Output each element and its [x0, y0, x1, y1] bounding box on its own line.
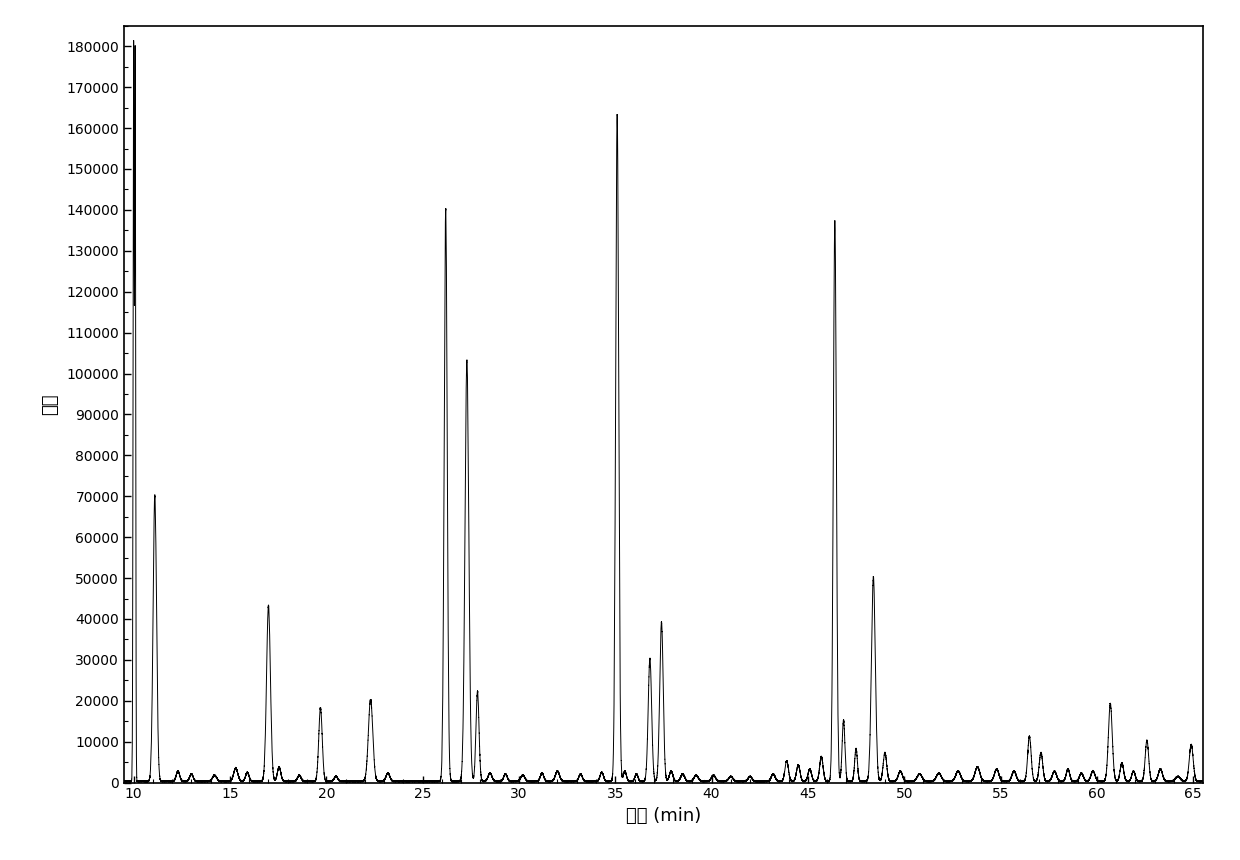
Y-axis label: 强度: 强度 — [41, 394, 60, 415]
X-axis label: 时间 (min): 时间 (min) — [626, 807, 701, 825]
